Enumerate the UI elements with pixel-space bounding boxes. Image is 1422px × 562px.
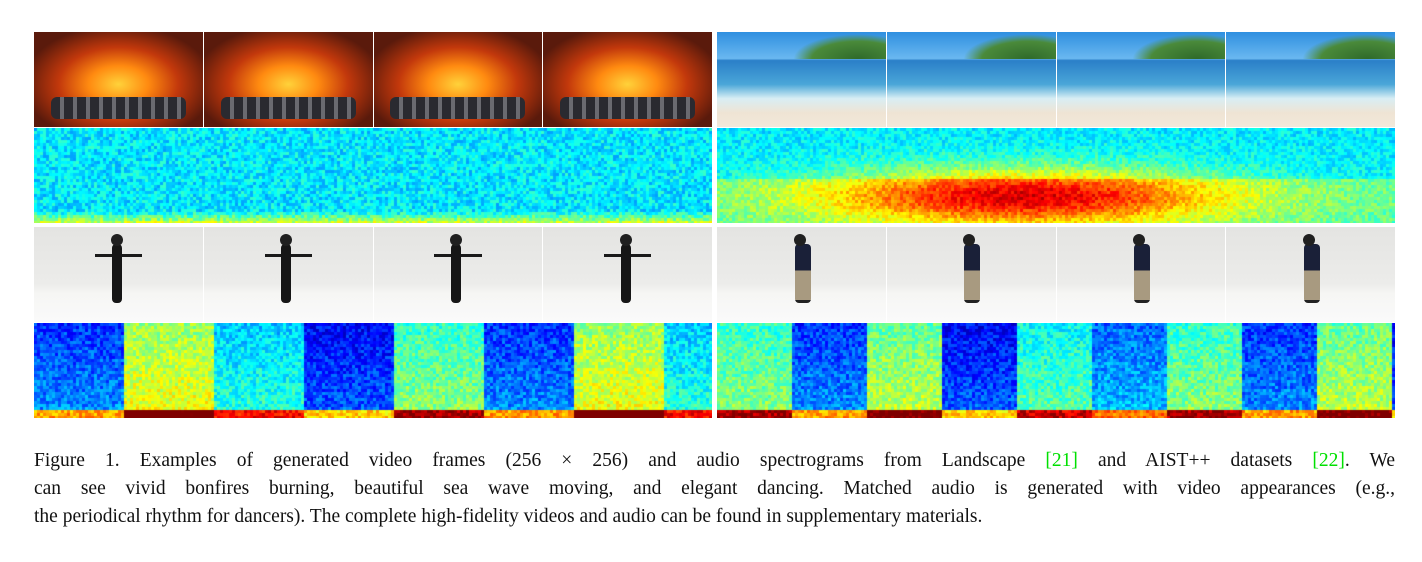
video-frame <box>1056 32 1226 127</box>
caption-text: Figure 1. Examples of generated video fr… <box>34 450 1046 471</box>
dancer-figure <box>280 234 293 303</box>
video-frame <box>886 32 1056 127</box>
dancer-1-audio-spectrogram <box>34 323 712 418</box>
video-frame <box>717 32 886 127</box>
video-frame <box>717 227 886 322</box>
video-frame <box>886 227 1056 322</box>
video-frame <box>1056 227 1226 322</box>
dancer-figure <box>619 234 632 303</box>
video-frame <box>1226 227 1395 322</box>
video-frame <box>543 32 712 127</box>
dancer-figure <box>450 234 463 303</box>
video-frame <box>203 32 373 127</box>
figure-caption: Figure 1. Examples of generated video fr… <box>34 447 1395 531</box>
caption-line-2: can see vivid bonfires burning, beautifu… <box>34 478 1395 499</box>
video-frame <box>373 32 543 127</box>
beach-audio-spectrogram <box>717 128 1395 223</box>
citation-link[interactable]: [22] <box>1312 450 1345 471</box>
dancer-figure <box>963 234 981 303</box>
dancer-2-video-frames <box>717 227 1395 322</box>
citation-link[interactable]: [21] <box>1045 450 1078 471</box>
beach-video-frames <box>717 32 1395 127</box>
caption-text: . We <box>1344 450 1395 471</box>
video-frame <box>34 32 203 127</box>
dancer-figure <box>793 234 811 303</box>
caption-line-1: Figure 1. Examples of generated video fr… <box>34 447 1395 475</box>
caption-text: and AIST++ datasets <box>1077 450 1313 471</box>
dancer-2-audio-spectrogram <box>717 323 1395 418</box>
fire-video-frames <box>34 32 712 127</box>
dancer-figure <box>1302 234 1320 303</box>
dancer-1-video-frames <box>34 227 712 322</box>
fire-audio-spectrogram <box>34 128 712 223</box>
caption-line-3: the periodical rhythm for dancers). The … <box>34 506 983 527</box>
video-frame <box>34 227 203 322</box>
video-frame <box>373 227 543 322</box>
video-frame <box>1226 32 1395 127</box>
video-frame <box>543 227 712 322</box>
dancer-figure <box>110 234 123 303</box>
video-frame <box>203 227 373 322</box>
dancer-figure <box>1133 234 1151 303</box>
